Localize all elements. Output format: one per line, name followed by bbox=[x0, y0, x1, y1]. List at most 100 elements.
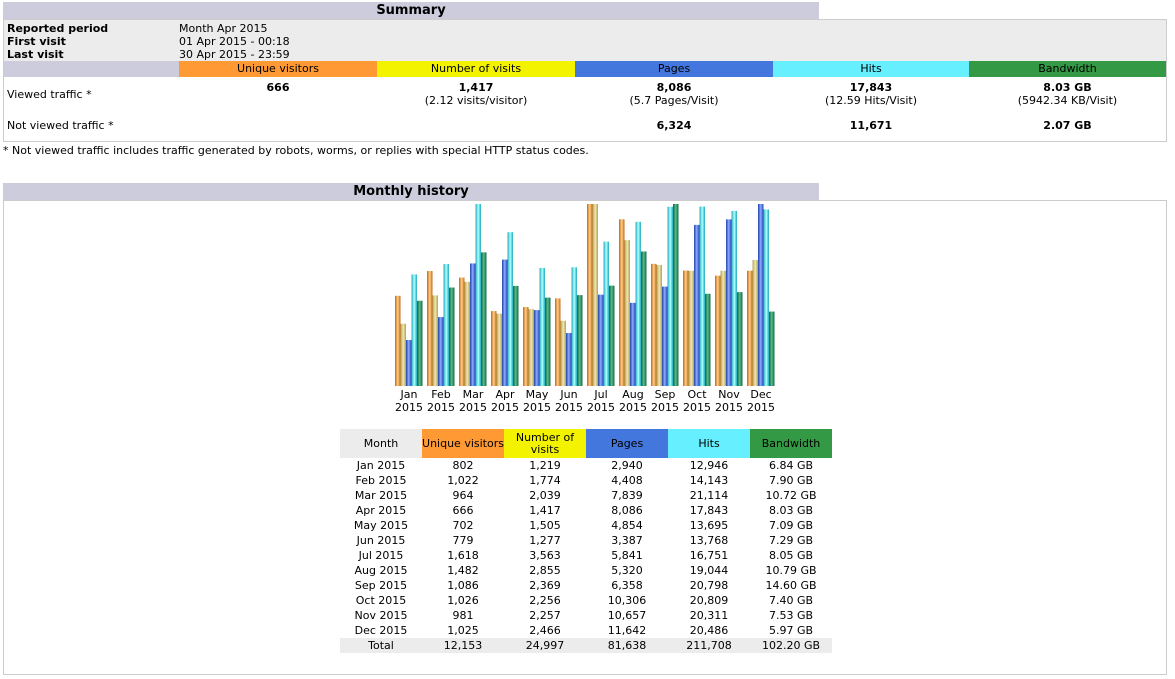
table-cell-month: May 2015 bbox=[353, 519, 409, 532]
table-cell-pages: 10,306 bbox=[607, 594, 647, 607]
table-cell-bw: 7.29 GB bbox=[768, 534, 814, 547]
bar-visits-dec-2015 bbox=[752, 260, 758, 386]
total-cell-uv: 12,153 bbox=[422, 638, 504, 653]
viewed-pages: 8,086 (5.7 Pages/Visit) bbox=[629, 81, 719, 107]
last-visit-label: Last visit bbox=[7, 48, 64, 61]
chart-month-label-year: 2015 bbox=[555, 401, 583, 414]
bar-hits-oct-2015 bbox=[699, 206, 705, 386]
table-row: Sep 2015 1,086 2,369 6,358 20,798 14.60 GB bbox=[340, 578, 832, 593]
total-cell-visits: 24,997 bbox=[504, 638, 586, 653]
table-cell-bw: 14.60 GB bbox=[765, 579, 817, 592]
table-cell-uv: 802 bbox=[452, 459, 474, 472]
bar-hits-jul-2015 bbox=[603, 241, 609, 386]
bar-bw-apr-2015 bbox=[513, 285, 519, 386]
table-cell-bw: 8.03 GB bbox=[768, 504, 814, 517]
table-cell-visits: 2,855 bbox=[529, 564, 561, 577]
table-cell-month: Sep 2015 bbox=[354, 579, 408, 592]
summary-header-visits: Number of visits bbox=[377, 61, 575, 77]
bar-bw-mar-2015 bbox=[481, 252, 487, 386]
chart-month-label-year: 2015 bbox=[523, 401, 551, 414]
table-cell-visits: 1,774 bbox=[529, 474, 561, 487]
table-cell-hits: 12,946 bbox=[689, 459, 729, 472]
table-cell-hits: 20,486 bbox=[689, 624, 729, 637]
bar-uv-oct-2015 bbox=[683, 270, 689, 386]
table-cell-pages: 8,086 bbox=[611, 504, 643, 517]
table-row: Aug 2015 1,482 2,855 5,320 19,044 10.79 GB bbox=[340, 563, 832, 578]
bar-uv-nov-2015 bbox=[715, 275, 721, 386]
bar-uv-jun-2015 bbox=[555, 298, 561, 386]
table-cell-hits: 16,751 bbox=[689, 549, 729, 562]
reported-period-label: Reported period bbox=[7, 22, 109, 35]
bar-bw-jul-2015 bbox=[609, 285, 615, 386]
bar-uv-may-2015 bbox=[523, 307, 529, 386]
chart-month-label: Jul 2015 bbox=[585, 388, 617, 414]
chart-month-label: Aug 2015 bbox=[617, 388, 649, 414]
chart-month-label-month: Apr bbox=[495, 388, 515, 401]
bar-hits-sep-2015 bbox=[667, 206, 673, 386]
chart-month-label-year: 2015 bbox=[651, 401, 679, 414]
bar-uv-sep-2015 bbox=[651, 263, 657, 386]
bar-bw-may-2015 bbox=[545, 297, 551, 386]
table-cell-hits: 14,143 bbox=[689, 474, 729, 487]
table-cell-pages: 6,358 bbox=[611, 579, 643, 592]
table-cell-month: Feb 2015 bbox=[355, 474, 407, 487]
bar-uv-aug-2015 bbox=[619, 219, 625, 386]
table-cell-uv: 779 bbox=[452, 534, 474, 547]
table-cell-bw: 7.09 GB bbox=[768, 519, 814, 532]
table-cell-bw: 7.40 GB bbox=[768, 594, 814, 607]
chart-month-label-month: Nov bbox=[718, 388, 740, 401]
summary-title: Summary bbox=[3, 2, 819, 19]
bar-pages-feb-2015 bbox=[438, 317, 444, 386]
table-cell-pages: 2,940 bbox=[611, 459, 643, 472]
table-cell-month: Jun 2015 bbox=[356, 534, 406, 547]
chart-month-label: Feb 2015 bbox=[425, 388, 457, 414]
bar-bw-dec-2015 bbox=[769, 311, 775, 386]
bar-hits-aug-2015 bbox=[635, 221, 641, 386]
chart-month-label-month: May bbox=[525, 388, 549, 401]
bar-bw-aug-2015 bbox=[641, 251, 647, 386]
table-cell-uv: 1,025 bbox=[447, 624, 479, 637]
table-row: Apr 2015 666 1,417 8,086 17,843 8.03 GB bbox=[340, 503, 832, 518]
table-row: Dec 2015 1,025 2,466 11,642 20,486 5.97 GB bbox=[340, 623, 832, 638]
table-cell-bw: 7.90 GB bbox=[768, 474, 814, 487]
table-cell-pages: 11,642 bbox=[607, 624, 647, 637]
bar-bw-oct-2015 bbox=[705, 293, 711, 386]
bar-hits-may-2015 bbox=[539, 267, 545, 386]
not-viewed-traffic-label: Not viewed traffic * bbox=[7, 119, 114, 132]
bar-bw-jun-2015 bbox=[577, 295, 583, 386]
summary-header-row: Unique visitors Number of visits Pages H… bbox=[4, 61, 1166, 77]
chart-month-label: Jan 2015 bbox=[393, 388, 425, 414]
chart-month-label-month: Jun bbox=[560, 388, 578, 401]
table-cell-bw: 6.84 GB bbox=[768, 459, 814, 472]
bar-visits-oct-2015 bbox=[688, 270, 694, 386]
total-cell-pages: 81,638 bbox=[586, 638, 668, 653]
summary-box: Reported period Month Apr 2015 First vis… bbox=[3, 19, 1167, 142]
summary-header-pages: Pages bbox=[575, 61, 773, 77]
chart-month-label: May 2015 bbox=[521, 388, 553, 414]
bar-uv-jan-2015 bbox=[395, 295, 401, 386]
summary-header-unique-visitors: Unique visitors bbox=[179, 61, 377, 77]
table-cell-pages: 4,408 bbox=[611, 474, 643, 487]
table-cell-pages: 7,839 bbox=[611, 489, 643, 502]
bar-pages-dec-2015 bbox=[758, 204, 764, 386]
chart-month-label-month: Sep bbox=[654, 388, 676, 401]
viewed-hits: 17,843 (12.59 Hits/Visit) bbox=[824, 81, 918, 107]
table-cell-hits: 19,044 bbox=[689, 564, 729, 577]
table-cell-uv: 702 bbox=[452, 519, 474, 532]
chart-month-label-month: Dec bbox=[750, 388, 772, 401]
table-cell-pages: 5,841 bbox=[611, 549, 643, 562]
bar-hits-mar-2015 bbox=[475, 204, 481, 386]
bar-visits-nov-2015 bbox=[720, 270, 726, 386]
chart-month-label-month: Jan bbox=[400, 388, 418, 401]
table-cell-visits: 2,257 bbox=[529, 609, 561, 622]
chart-month-label-month: Feb bbox=[431, 388, 451, 401]
viewed-traffic-label: Viewed traffic * bbox=[7, 88, 92, 101]
monthly-history-box bbox=[3, 200, 1167, 675]
not-viewed-bandwidth: 2.07 GB bbox=[1043, 119, 1092, 132]
summary-title-text: Summary bbox=[376, 3, 446, 18]
chart-month-label-year: 2015 bbox=[395, 401, 423, 414]
viewed-bandwidth: 8.03 GB (5942.34 KB/Visit) bbox=[1017, 81, 1118, 107]
table-cell-uv: 1,618 bbox=[447, 549, 479, 562]
table-cell-uv: 981 bbox=[452, 609, 474, 622]
monthly-table-header: Month Unique visitors Number of visits P… bbox=[340, 429, 832, 458]
